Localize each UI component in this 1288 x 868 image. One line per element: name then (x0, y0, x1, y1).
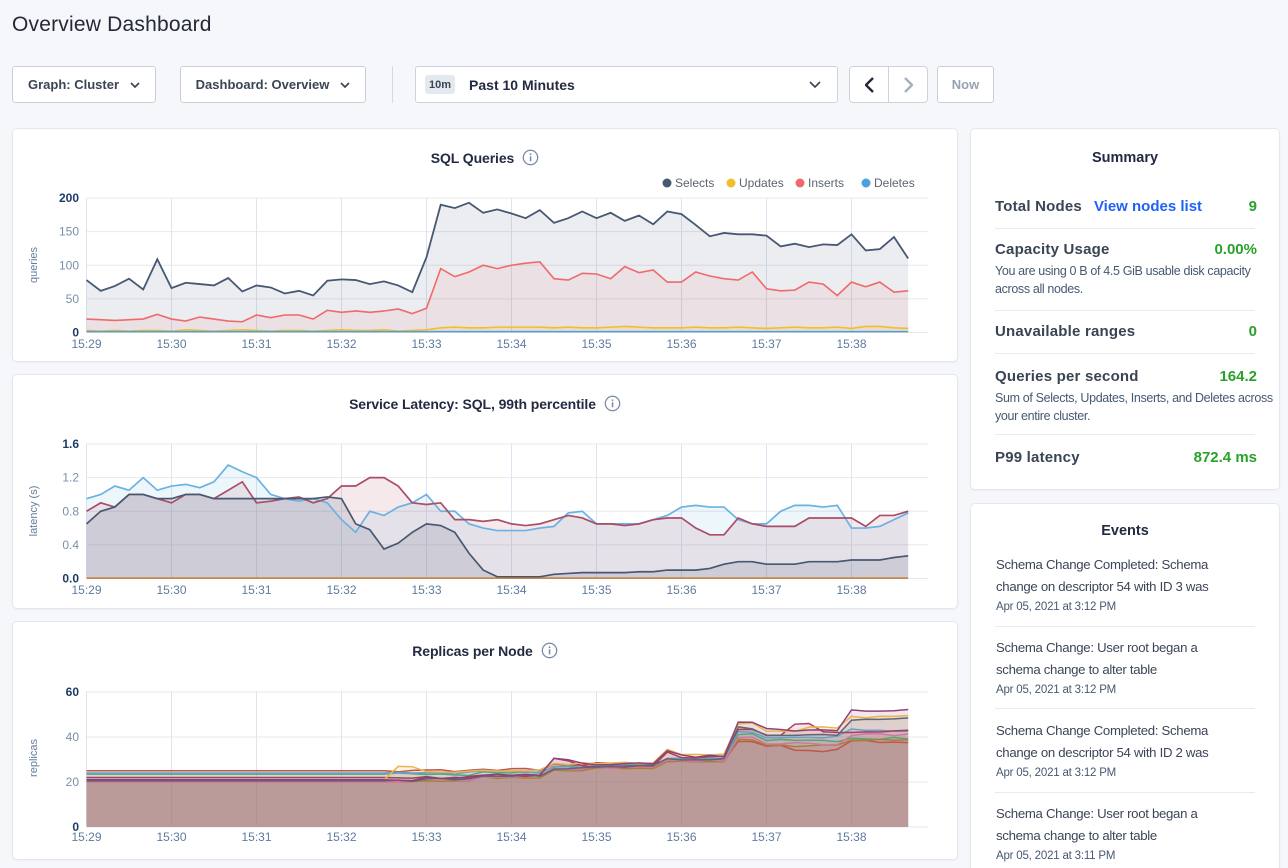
svg-text:15:35: 15:35 (581, 830, 611, 844)
svg-text:150: 150 (59, 225, 79, 239)
svg-text:Inserts: Inserts (808, 176, 844, 190)
svg-text:15:29: 15:29 (71, 830, 101, 844)
svg-text:15:34: 15:34 (496, 337, 526, 351)
svg-text:15:38: 15:38 (836, 337, 866, 351)
svg-text:1.2: 1.2 (62, 471, 79, 485)
svg-text:1.6: 1.6 (62, 437, 79, 451)
svg-text:15:32: 15:32 (326, 337, 356, 351)
svg-text:Selects: Selects (675, 176, 714, 190)
svg-text:15:29: 15:29 (71, 583, 101, 597)
svg-text:15:37: 15:37 (751, 583, 781, 597)
svg-text:15:32: 15:32 (326, 830, 356, 844)
svg-text:15:36: 15:36 (666, 583, 696, 597)
svg-text:15:33: 15:33 (411, 337, 441, 351)
svg-text:60: 60 (66, 685, 80, 699)
svg-text:15:35: 15:35 (581, 583, 611, 597)
svg-text:15:31: 15:31 (241, 337, 271, 351)
svg-text:15:33: 15:33 (411, 830, 441, 844)
svg-text:15:30: 15:30 (156, 583, 186, 597)
svg-text:15:31: 15:31 (241, 830, 271, 844)
svg-text:0.8: 0.8 (62, 504, 79, 518)
svg-text:15:34: 15:34 (496, 583, 526, 597)
svg-text:15:38: 15:38 (836, 583, 866, 597)
svg-text:50: 50 (66, 292, 80, 306)
svg-text:0: 0 (72, 326, 79, 340)
svg-text:latency (s): latency (s) (28, 486, 40, 537)
svg-text:queries: queries (28, 246, 40, 283)
svg-text:15:31: 15:31 (241, 583, 271, 597)
svg-text:15:30: 15:30 (156, 337, 186, 351)
svg-text:Deletes: Deletes (874, 176, 915, 190)
svg-text:15:34: 15:34 (496, 830, 526, 844)
svg-text:15:36: 15:36 (666, 830, 696, 844)
svg-text:0.0: 0.0 (62, 572, 79, 586)
svg-text:15:33: 15:33 (411, 583, 441, 597)
svg-text:200: 200 (59, 191, 79, 205)
svg-text:15:37: 15:37 (751, 337, 781, 351)
svg-text:15:38: 15:38 (836, 830, 866, 844)
svg-text:0: 0 (72, 820, 79, 834)
svg-text:15:30: 15:30 (156, 830, 186, 844)
svg-text:40: 40 (66, 730, 80, 744)
svg-text:20: 20 (66, 775, 80, 789)
svg-text:100: 100 (59, 258, 79, 272)
svg-text:0.4: 0.4 (62, 538, 79, 552)
svg-text:replicas: replicas (28, 739, 40, 777)
svg-text:15:29: 15:29 (71, 337, 101, 351)
svg-text:Updates: Updates (739, 176, 784, 190)
svg-text:15:32: 15:32 (326, 583, 356, 597)
svg-text:15:36: 15:36 (666, 337, 696, 351)
svg-text:15:37: 15:37 (751, 830, 781, 844)
svg-text:15:35: 15:35 (581, 337, 611, 351)
